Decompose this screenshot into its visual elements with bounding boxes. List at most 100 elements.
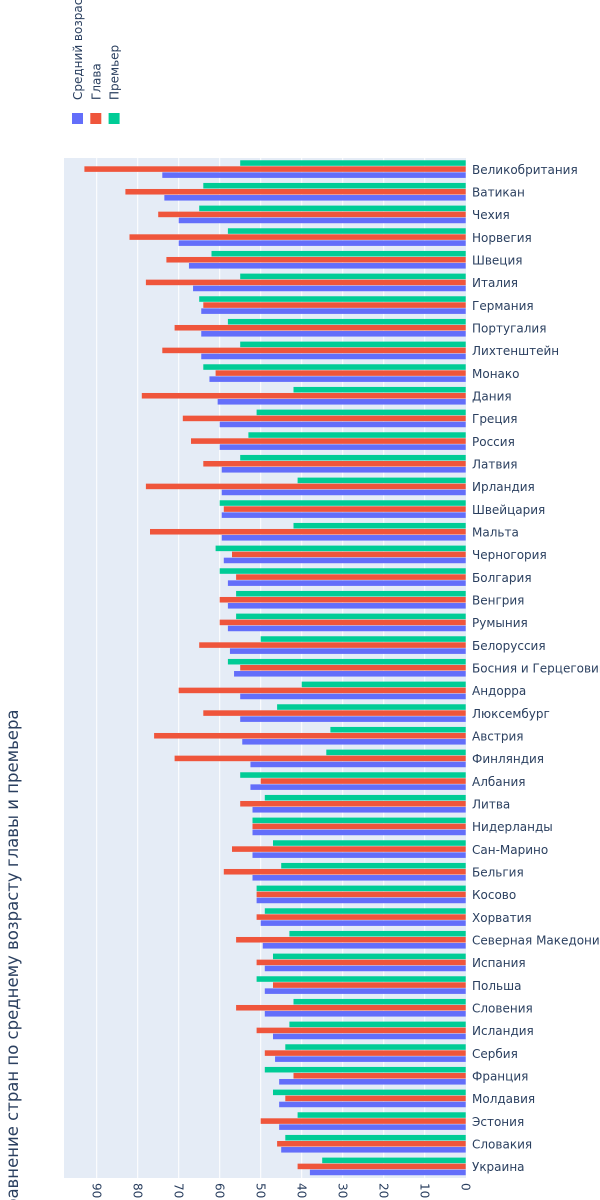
bar-head bbox=[178, 687, 466, 694]
bar-premier bbox=[227, 228, 466, 234]
category-label: Черногория bbox=[472, 548, 547, 562]
bar-premier bbox=[264, 1066, 466, 1073]
bar-head bbox=[203, 302, 466, 308]
bar-avg bbox=[279, 1101, 466, 1108]
legend-swatch[interactable] bbox=[72, 113, 83, 124]
bar-avg bbox=[256, 897, 466, 904]
category-label: Румыния bbox=[472, 616, 528, 630]
bar-head bbox=[166, 256, 466, 263]
bar-head bbox=[236, 1004, 466, 1011]
category-label: Ирландия bbox=[472, 480, 535, 494]
bar-avg bbox=[250, 784, 466, 790]
category-label: Сан-Марино bbox=[472, 843, 548, 857]
bar-premier bbox=[273, 840, 466, 846]
bar-premier bbox=[330, 726, 466, 733]
bar-premier bbox=[264, 794, 466, 801]
bar-premier bbox=[256, 409, 466, 416]
bar-premier bbox=[277, 704, 466, 710]
category-label: Северная Македония bbox=[472, 934, 600, 948]
bar-head bbox=[240, 664, 466, 671]
category-label: Португалия bbox=[472, 322, 546, 336]
bar-head bbox=[232, 846, 466, 852]
bar-premier bbox=[199, 205, 466, 212]
bar-avg bbox=[264, 988, 466, 994]
bar-head bbox=[174, 755, 466, 762]
bar-premier bbox=[322, 1157, 466, 1164]
bar-head bbox=[256, 914, 466, 920]
bar-avg bbox=[221, 467, 466, 473]
x-tick-label: 70 bbox=[172, 1183, 186, 1198]
x-tick-label: 0 bbox=[459, 1183, 473, 1191]
bar-avg bbox=[209, 376, 466, 382]
category-label: Сербия bbox=[472, 1047, 518, 1061]
bar-head bbox=[256, 1027, 466, 1034]
bar-avg bbox=[201, 331, 466, 337]
bar-head bbox=[203, 460, 466, 467]
legend-label[interactable]: Премьер bbox=[108, 45, 122, 100]
category-label: Эстония bbox=[472, 1115, 524, 1129]
bar-avg bbox=[227, 580, 466, 586]
bar-head bbox=[182, 415, 466, 422]
category-label: Франция bbox=[472, 1070, 528, 1084]
x-tick-labels: 0 10 20 30 40 50 60 70 80 90 bbox=[90, 1183, 473, 1198]
category-label: Литва bbox=[472, 798, 510, 812]
bar-premier bbox=[326, 749, 466, 756]
bar-head bbox=[223, 506, 466, 512]
category-label: Бельгия bbox=[472, 866, 524, 880]
chart-title: Сравнение стран по среднему возрасту гла… bbox=[3, 709, 22, 1200]
bar-avg bbox=[240, 716, 466, 722]
category-label: Швеция bbox=[472, 254, 522, 268]
bar-premier bbox=[219, 500, 466, 506]
bar-premier bbox=[293, 386, 466, 393]
bar-head bbox=[203, 710, 466, 716]
category-label: Латвия bbox=[472, 458, 517, 472]
legend-swatch[interactable] bbox=[108, 113, 120, 124]
category-label: Греция bbox=[472, 412, 518, 426]
bar-premier bbox=[285, 1044, 466, 1050]
x-tick-label: 40 bbox=[295, 1183, 309, 1198]
bar-head bbox=[260, 1118, 466, 1124]
bar-premier bbox=[211, 250, 466, 257]
category-label: Дания bbox=[472, 390, 512, 404]
legend-label[interactable]: Глава bbox=[89, 63, 103, 100]
bar-premier bbox=[240, 772, 466, 778]
bar-premier bbox=[293, 998, 466, 1005]
bar-avg bbox=[217, 399, 466, 405]
category-label: Косово bbox=[472, 888, 516, 902]
bar-avg bbox=[178, 217, 466, 224]
category-label: Чехия bbox=[472, 208, 510, 222]
bar-head bbox=[154, 732, 466, 739]
bar-premier bbox=[236, 613, 466, 620]
bar-premier bbox=[236, 590, 466, 597]
x-tick-label: 90 bbox=[90, 1183, 104, 1198]
legend-label[interactable]: Средний возраст bbox=[71, 0, 85, 100]
bar-premier bbox=[297, 477, 466, 484]
bar-premier bbox=[256, 885, 466, 892]
bar-premier bbox=[281, 862, 466, 869]
bar-head bbox=[293, 1072, 466, 1079]
bar-premier bbox=[293, 522, 466, 529]
bar-avg bbox=[275, 1056, 466, 1062]
x-tick-label: 50 bbox=[254, 1183, 268, 1198]
bar-premier bbox=[240, 160, 466, 166]
bar-head bbox=[232, 551, 466, 558]
bar-avg bbox=[221, 489, 466, 496]
category-label: Германия bbox=[472, 299, 534, 313]
bar-premier bbox=[219, 568, 466, 574]
bar-head bbox=[125, 188, 466, 195]
bar-head bbox=[141, 392, 466, 399]
x-tick-label: 30 bbox=[336, 1183, 350, 1198]
category-label: Монако bbox=[472, 367, 519, 381]
bar-avg bbox=[223, 557, 466, 564]
category-label: Андорра bbox=[472, 684, 526, 698]
bar-avg bbox=[227, 603, 466, 609]
bar-head bbox=[158, 211, 466, 218]
category-label: Люксембург bbox=[472, 707, 550, 721]
category-label: Испания bbox=[472, 956, 526, 970]
category-label: Венгрия bbox=[472, 594, 524, 608]
bar-head bbox=[256, 959, 466, 966]
bar-avg bbox=[219, 421, 466, 428]
legend-swatch[interactable] bbox=[90, 113, 102, 124]
bar-premier bbox=[203, 364, 466, 370]
